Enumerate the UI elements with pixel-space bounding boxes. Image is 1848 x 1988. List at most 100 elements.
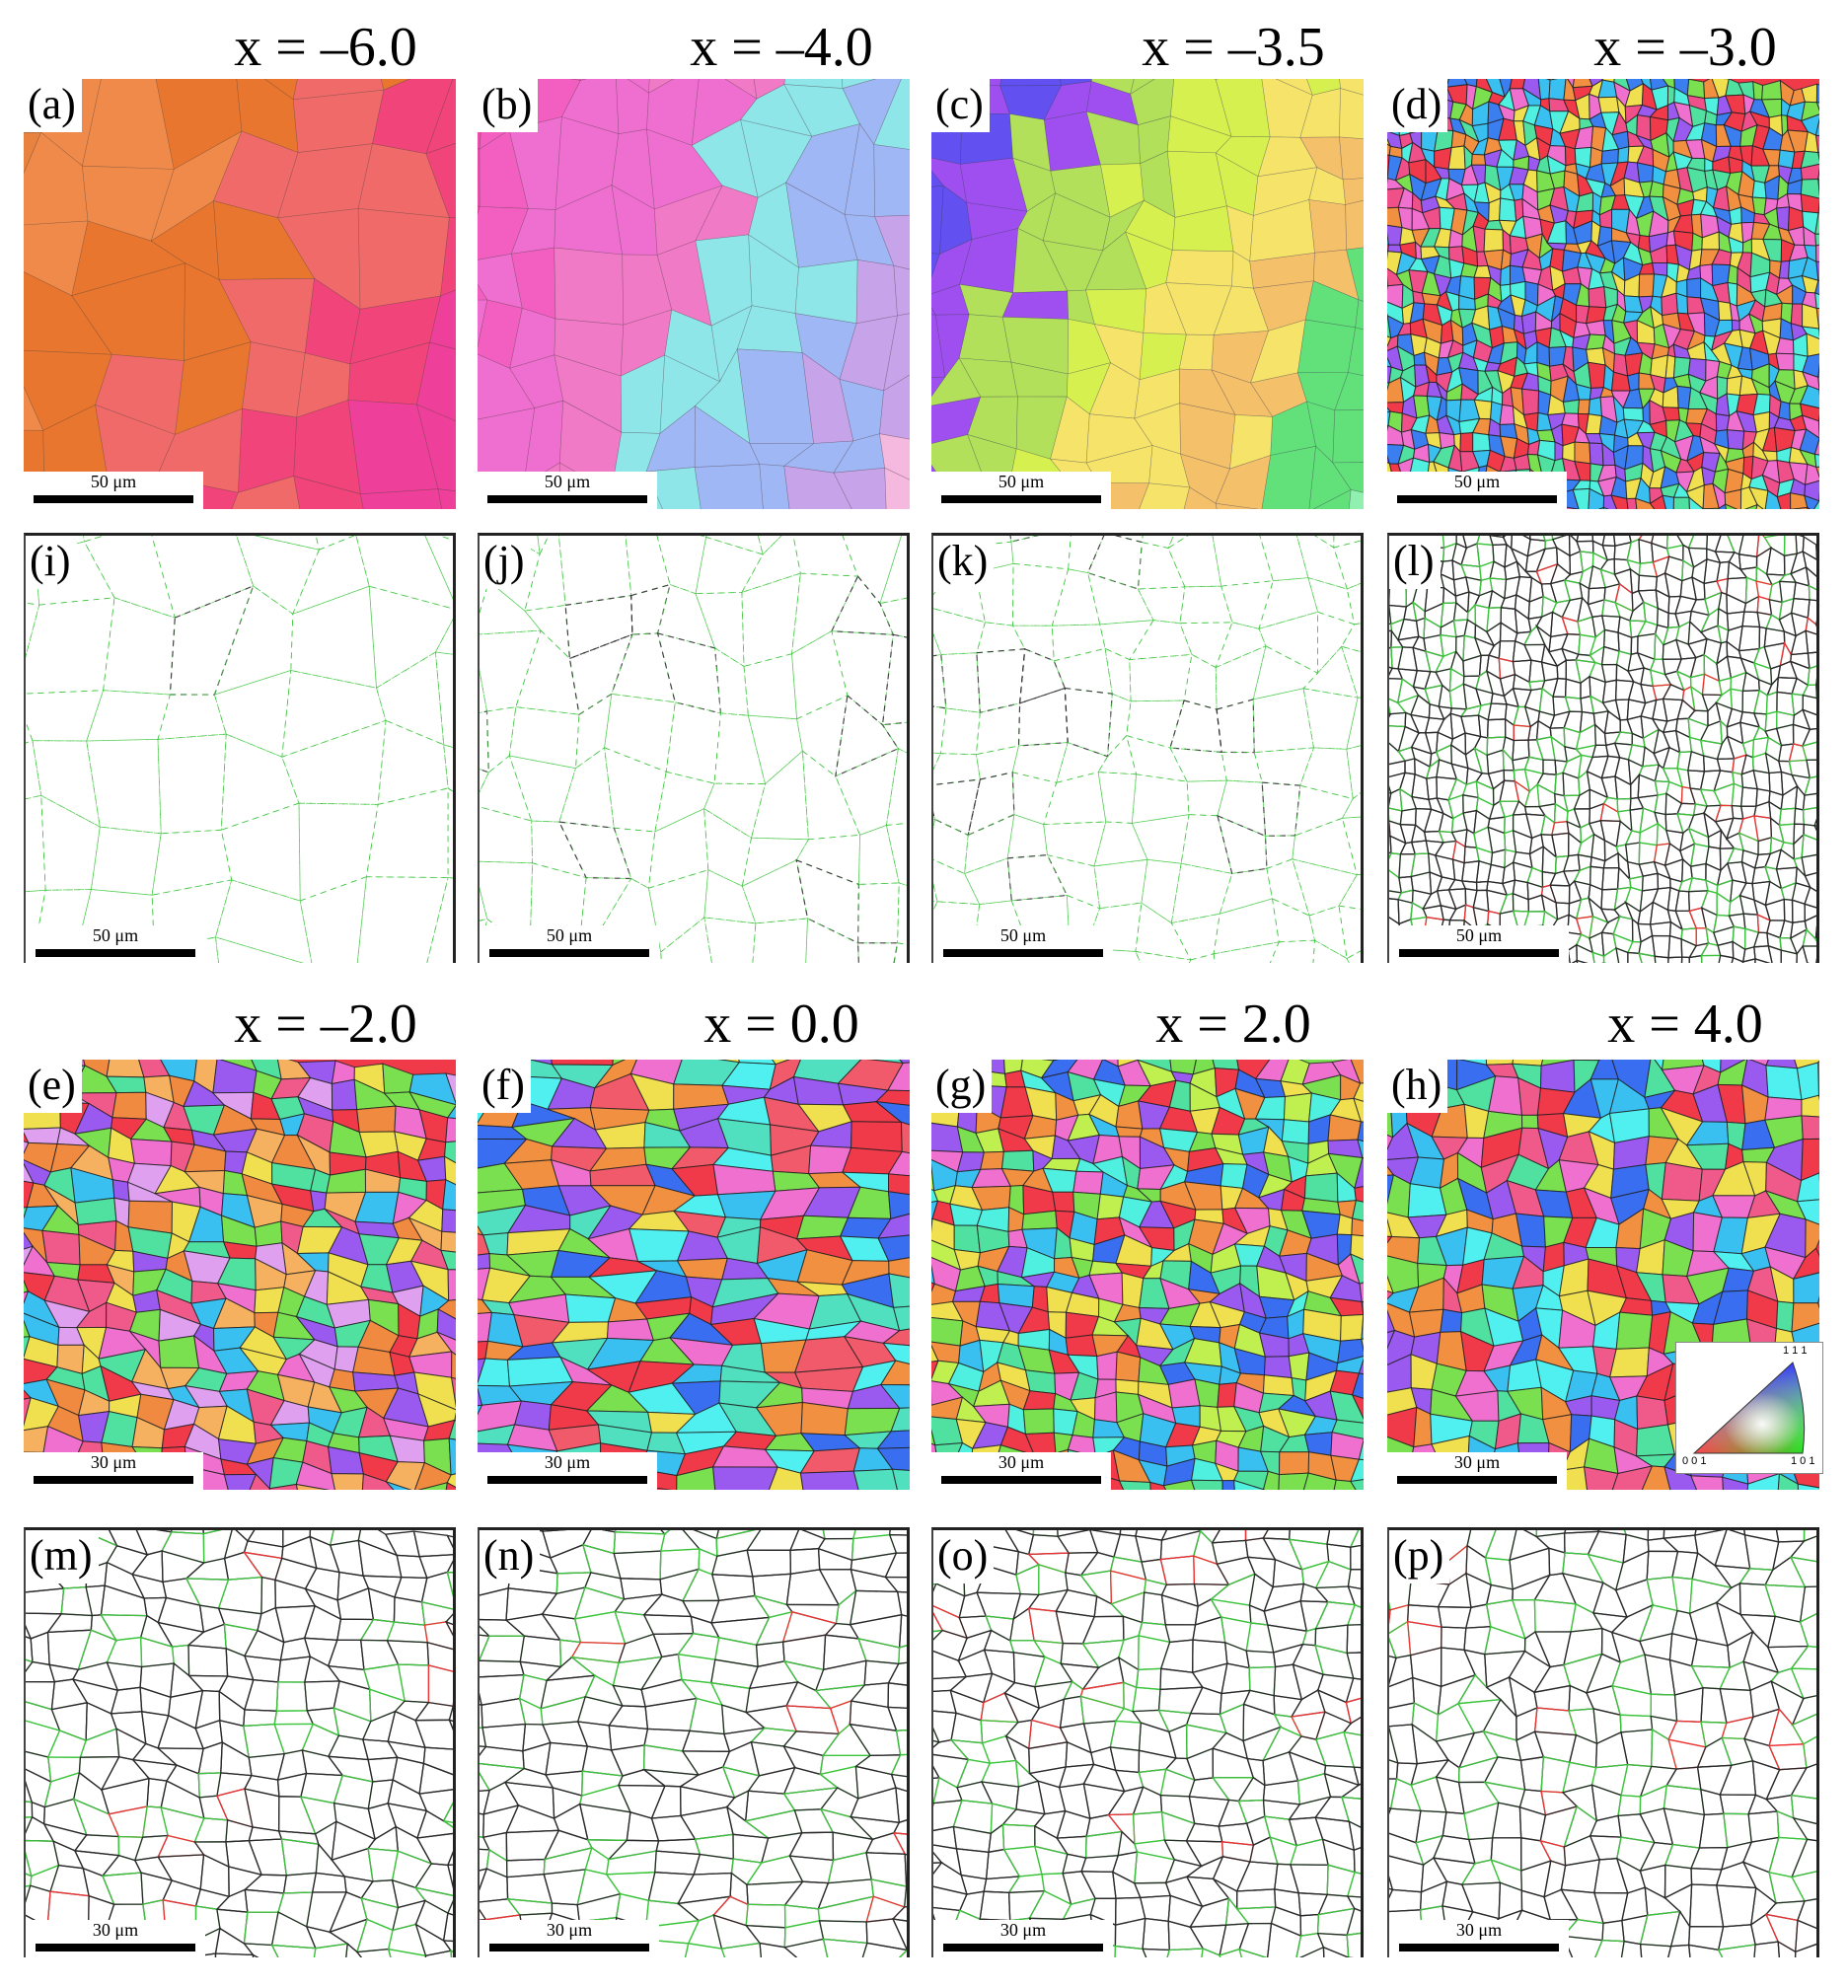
grain-boundary: [244, 1679, 279, 1712]
grain-boundary: [613, 1531, 666, 1555]
grain-boundary: [1487, 826, 1507, 854]
grain-boundary: [1817, 892, 1819, 908]
grain: [331, 1473, 364, 1490]
grain: [1096, 1351, 1118, 1380]
grain-boundary: [1312, 939, 1350, 963]
grain: [931, 1317, 964, 1347]
grain: [1333, 1479, 1357, 1490]
grain-boundary: [1486, 607, 1503, 633]
grain-boundary: [106, 1544, 149, 1576]
grain: [887, 1062, 910, 1092]
grain: [1626, 497, 1638, 509]
grain-boundary: [1654, 811, 1667, 832]
grain-boundary: [1514, 593, 1530, 621]
grain-boundary: [1818, 728, 1820, 747]
grain-boundary: [1802, 708, 1816, 730]
grain-boundary: [1577, 754, 1593, 780]
grain-boundary: [355, 1918, 394, 1953]
grain-boundary: [1499, 779, 1520, 802]
grain: [1796, 1172, 1819, 1203]
grain: [1610, 494, 1629, 509]
grain-boundary: [442, 1802, 453, 1823]
grain-boundary: [1687, 750, 1706, 773]
grain-boundary: [865, 1895, 906, 1923]
grain-boundary: [1807, 599, 1816, 626]
grain: [554, 247, 625, 326]
grain: [1778, 259, 1791, 279]
grain-boundary: [243, 1943, 279, 1957]
grain: [1615, 1311, 1654, 1350]
grain-boundary: [1803, 823, 1816, 841]
grain: [876, 1430, 910, 1449]
grain: [980, 1150, 1004, 1170]
grain: [1308, 199, 1347, 254]
grain-boundary: [1687, 717, 1709, 742]
grain-boundary: [933, 608, 986, 655]
grain-boundary: [450, 1950, 453, 1957]
grain-boundary: [604, 693, 676, 773]
grain-boundary: [630, 583, 671, 635]
grain-boundary: [1399, 807, 1417, 826]
grain: [447, 1269, 456, 1301]
grain: [1355, 299, 1364, 331]
grain-boundary: [1801, 727, 1816, 748]
grain-boundary: [1514, 630, 1532, 646]
grain-boundary: [420, 1571, 453, 1610]
grain: [1817, 420, 1819, 439]
ipf-map-f: [478, 1060, 910, 1490]
grain-boundary: [1817, 868, 1819, 893]
grain-boundary: [741, 536, 801, 594]
grain-boundary: [1193, 1555, 1230, 1585]
grain-boundary: [1576, 943, 1595, 963]
panel-b-ipf-map: (b) 50 μm: [478, 79, 910, 509]
grain: [1329, 1390, 1364, 1424]
grain: [1261, 445, 1316, 509]
grain-boundary: [303, 1656, 341, 1683]
grain: [1233, 1479, 1265, 1490]
grain-boundary: [327, 1755, 374, 1783]
scale-bar-text-n: 30 μm: [546, 1920, 593, 1940]
grain-boundary: [218, 1675, 255, 1711]
grain: [1387, 224, 1403, 246]
grain-boundary: [336, 1587, 375, 1621]
grain-boundary: [1763, 536, 1786, 557]
panel-label-n: (n): [480, 1530, 541, 1583]
grain: [1792, 1247, 1819, 1281]
grain-boundary: [752, 918, 808, 963]
grain-boundary: [1129, 653, 1193, 702]
grain-boundary: [857, 1638, 901, 1665]
grain: [876, 1446, 910, 1472]
grain-boundary: [1727, 560, 1748, 580]
grain-boundary: [1654, 631, 1664, 660]
grain: [1675, 292, 1689, 315]
grain: [1345, 199, 1364, 251]
grain-boundary: [156, 1747, 204, 1775]
grain: [893, 264, 910, 317]
grain-boundary: [1012, 1592, 1041, 1621]
ipf-map-g: [931, 1060, 1364, 1490]
scale-bar-line-l: [1399, 949, 1559, 957]
ipf-key-label-101: 1 0 1: [1791, 1455, 1815, 1467]
grain-boundary: [1220, 580, 1274, 629]
grain-boundary: [300, 1772, 344, 1804]
grain-boundary: [755, 1641, 785, 1668]
grain-boundary: [1638, 952, 1657, 963]
grain-boundary: [741, 837, 810, 887]
grain: [1777, 1472, 1799, 1490]
grain-boundary: [157, 694, 227, 740]
grain-boundary: [1261, 781, 1301, 837]
grain-boundary: [746, 1549, 792, 1578]
grain-boundary: [40, 794, 101, 891]
grain-boundary: [1141, 536, 1174, 549]
grain-boundary: [71, 1678, 119, 1715]
grain-boundary: [1390, 618, 1405, 642]
grain-boundary: [414, 1863, 453, 1896]
boundary-map-n: [480, 1530, 907, 1957]
scale-bar-line-b: [487, 495, 647, 503]
grain-boundary: [1802, 684, 1816, 699]
grain: [444, 1155, 456, 1186]
boundary-map-k: [933, 536, 1361, 963]
grain: [1072, 1170, 1104, 1195]
grain: [1817, 376, 1819, 391]
grain-boundary: [1487, 863, 1506, 885]
